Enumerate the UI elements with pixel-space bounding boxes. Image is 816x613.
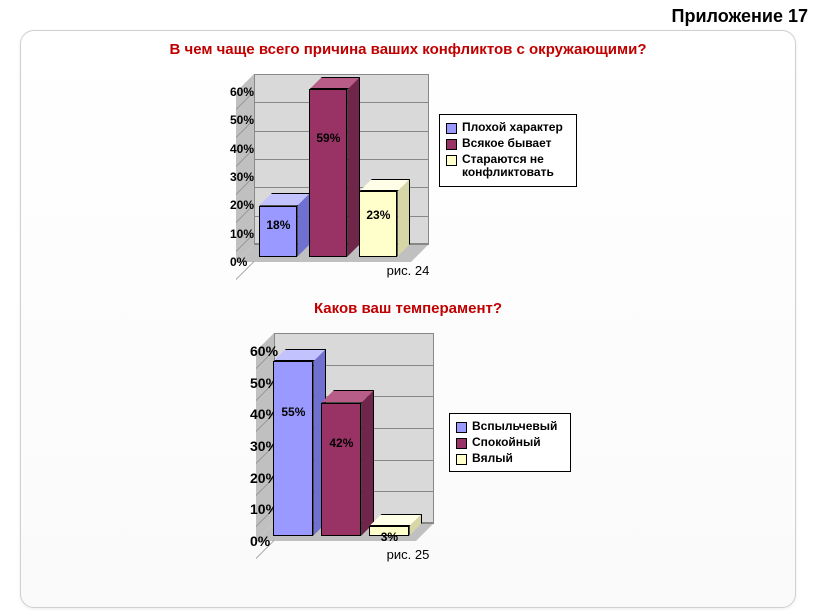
legend-label: Вспыльчевый — [472, 420, 557, 434]
legend-swatch — [446, 155, 457, 166]
bar-value-label: 23% — [359, 208, 397, 222]
legend-item: Плохой характер — [446, 121, 570, 135]
bar-front — [309, 89, 347, 256]
legend-swatch — [456, 438, 467, 449]
legend-label: Всякое бывает — [462, 137, 551, 151]
legend-label: Вялый — [472, 452, 513, 466]
chart2-title: Каков ваш темперамент? — [21, 300, 795, 317]
bar-value-label: 42% — [321, 436, 361, 450]
bar-value-label: 18% — [259, 218, 297, 232]
bar-front — [359, 191, 397, 256]
legend-label: Спокойный — [472, 436, 541, 450]
legend-item: Спокойный — [456, 436, 564, 450]
legend-swatch — [456, 422, 467, 433]
legend-item: Вспыльчевый — [456, 420, 564, 434]
chart2-area: 0%10%20%30%40%50%60%55%42%3%ВспыльчевыйС… — [21, 323, 795, 543]
bar-front — [273, 361, 313, 535]
bar-side — [347, 77, 360, 257]
bar-value-label: 3% — [369, 530, 409, 544]
bar-side — [397, 179, 410, 257]
legend-swatch — [456, 454, 467, 465]
legend: Плохой характер Всякое бывает Стараются не… — [439, 114, 577, 187]
bar-side — [361, 390, 374, 536]
legend-label: Плохой характер — [462, 121, 563, 135]
gridline — [274, 333, 434, 334]
bar-front — [321, 403, 361, 536]
legend-item: Всякое бывает — [446, 137, 570, 151]
gridline — [254, 74, 429, 75]
legend-swatch — [446, 123, 457, 134]
content-panel: В чем чаще всего причина ваших конфликто… — [20, 30, 796, 608]
chart1-title: В чем чаще всего причина ваших конфликто… — [21, 41, 795, 58]
chart1-wrap: 0%10%20%30%40%50%60%18%59%23%Плохой хара… — [21, 64, 795, 259]
bar-value-label: 55% — [273, 405, 313, 419]
legend: Вспыльчевый Спокойный Вялый — [449, 413, 571, 472]
legend-label: Стараются не конфликтовать — [462, 153, 570, 181]
chart2-wrap: 0%10%20%30%40%50%60%55%42%3%ВспыльчевыйС… — [21, 323, 795, 543]
legend-item: Стараются не конфликтовать — [446, 153, 570, 181]
appendix-label: Приложение 17 — [672, 6, 808, 27]
chart2-caption: рис. 25 — [21, 547, 795, 562]
chart1-area: 0%10%20%30%40%50%60%18%59%23%Плохой хара… — [21, 64, 795, 259]
bar-value-label: 59% — [309, 131, 347, 145]
legend-item: Вялый — [456, 452, 564, 466]
chart1-caption: рис. 24 — [21, 263, 795, 278]
legend-swatch — [446, 139, 457, 150]
